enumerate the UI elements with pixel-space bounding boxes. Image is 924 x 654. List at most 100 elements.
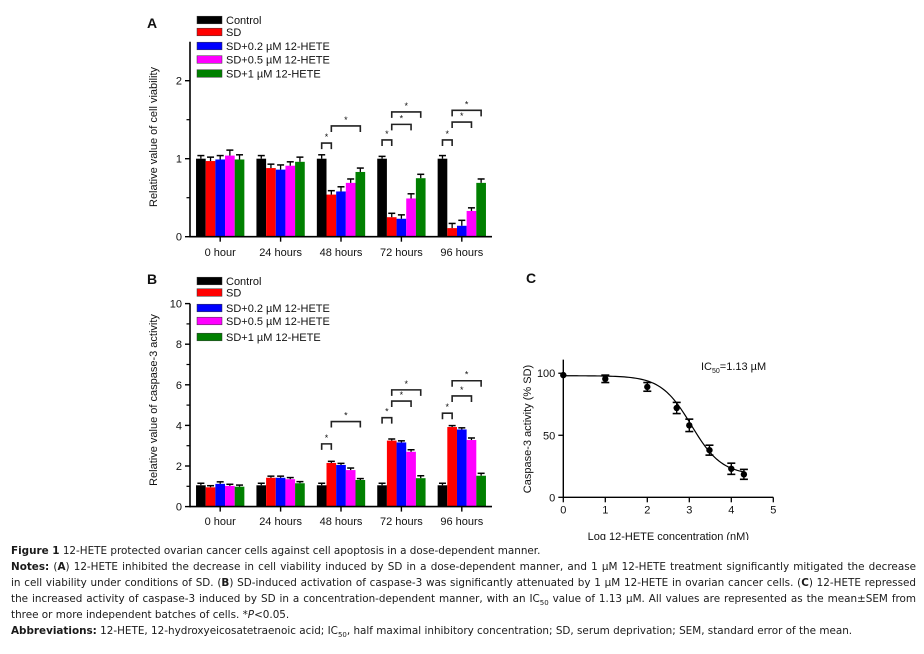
caption-text-segment: 12-HETE protected ovarian cancer cells a… (59, 545, 541, 557)
significance-star: * (460, 111, 464, 121)
legend-label: SD+1 µM 12-HETE (226, 332, 321, 344)
error-bar (477, 472, 485, 476)
legend-label: Control (226, 276, 261, 288)
bracket-line (330, 420, 362, 428)
significance-star: * (465, 370, 469, 380)
bar-series-3 (225, 149, 477, 237)
error-bar (448, 424, 456, 428)
point-marker (686, 422, 693, 429)
caption-text-segment: , half maximal inhibitory concentration;… (346, 625, 853, 637)
error-bar (388, 438, 396, 441)
figure-charts: A 0 1 2 0 hour 24 hours 48 hours 72 hours 96 hou… (147, 15, 776, 540)
error-bar (337, 186, 345, 192)
error-bar (407, 449, 415, 452)
data-point (727, 462, 736, 476)
error-bar (216, 154, 224, 160)
legend-label: Control (226, 15, 261, 27)
significance-bracket: * (451, 385, 473, 402)
y-tick-label: 2 (176, 76, 182, 88)
significance-star: * (385, 407, 389, 417)
panel-c-dose-response-chart: C 0 50 100 0 1 2 3 4 5 Log 12-HETE concentration (… (522, 270, 776, 540)
significance-bracket: * (320, 433, 333, 450)
x-tick-label: 3 (686, 504, 692, 516)
bar (196, 485, 206, 507)
significance-bracket: * (390, 390, 412, 408)
legend-item: Control (196, 276, 261, 288)
x-tick-label: 2 (644, 504, 650, 516)
legend-label: SD+1 µM 12-HETE (226, 69, 321, 81)
panel-label: A (147, 15, 157, 31)
bar-series-4 (234, 154, 486, 237)
ic50-subscript: 50 (712, 368, 720, 375)
point-marker (728, 465, 735, 472)
error-bar (318, 154, 326, 159)
error-bar (417, 173, 425, 179)
bar (447, 427, 457, 507)
panel-b-caspase3-chart: B 0 2 4 6 8 10 0 hour 24 hours 48 hours 72 hours 96… (147, 271, 492, 528)
legend-item: Control (196, 15, 261, 27)
legend-swatch (196, 27, 223, 37)
error-bar (378, 155, 386, 159)
significance-star: * (460, 385, 464, 395)
error-bar (267, 163, 275, 169)
bracket-line (451, 121, 473, 129)
significance-bracket: * (320, 132, 333, 150)
legend-swatch (196, 288, 223, 297)
bar (215, 159, 226, 237)
x-tick-label: 0 hour (205, 516, 237, 528)
data-point (739, 468, 748, 481)
y-tick-label: 0 (176, 502, 182, 514)
legend-label: SD (226, 288, 241, 300)
y-tick-label: 8 (176, 339, 182, 351)
bar (295, 161, 305, 237)
caption-title: Figure 1 12-HETE protected ovarian cance… (11, 543, 916, 559)
significance-bracket: * (390, 379, 422, 396)
bar (377, 158, 387, 237)
bar (234, 159, 245, 237)
significance-bracket: * (381, 407, 393, 424)
legend-label: SD+0.2 µM 12-HETE (226, 41, 330, 53)
point-marker (602, 375, 609, 383)
x-tick-label: 0 (560, 504, 566, 516)
caption-text-segment: ( (49, 561, 58, 573)
bar (466, 440, 477, 507)
legend-item: SD+0.5 µM 12-HETE (196, 55, 330, 67)
bar-series-0 (196, 482, 448, 507)
caption-text-segment: A (57, 561, 66, 573)
bar (234, 486, 245, 507)
bar (336, 191, 346, 237)
bracket-line (330, 125, 362, 132)
bar (295, 483, 305, 507)
legend-label: SD+0.5 µM 12-HETE (226, 55, 330, 67)
bar (345, 470, 356, 507)
legend-label: SD (226, 27, 241, 39)
caption-text-segment: 50 (539, 599, 549, 607)
caption-text-segment: value of 1.13 µM. All values are represe… (548, 593, 916, 605)
bar (476, 475, 486, 507)
bar (285, 479, 296, 507)
caption-text-segment: Notes: (11, 561, 50, 573)
bar (266, 477, 276, 507)
x-tick-label: 96 hours (440, 247, 483, 259)
y-tick-label: 50 (543, 430, 555, 442)
significance-bracket: * (441, 402, 453, 420)
bar (225, 485, 235, 507)
bracket-line (451, 395, 473, 402)
caption-notes-line: three or more independent batches of cel… (11, 607, 916, 623)
bar (256, 485, 267, 507)
x-tick-label: 1 (602, 504, 608, 516)
bar (406, 451, 416, 507)
data-point (643, 381, 652, 393)
panel-label: B (147, 271, 157, 287)
significance-bracket: * (451, 370, 482, 387)
error-bar (458, 427, 466, 430)
data-point (705, 444, 714, 456)
bracket-line (441, 139, 453, 146)
y-tick-label: 4 (176, 420, 182, 432)
legend-swatch (196, 69, 223, 78)
bar (205, 487, 216, 507)
error-bar (417, 474, 425, 479)
bar (437, 485, 448, 507)
bar (406, 198, 416, 237)
